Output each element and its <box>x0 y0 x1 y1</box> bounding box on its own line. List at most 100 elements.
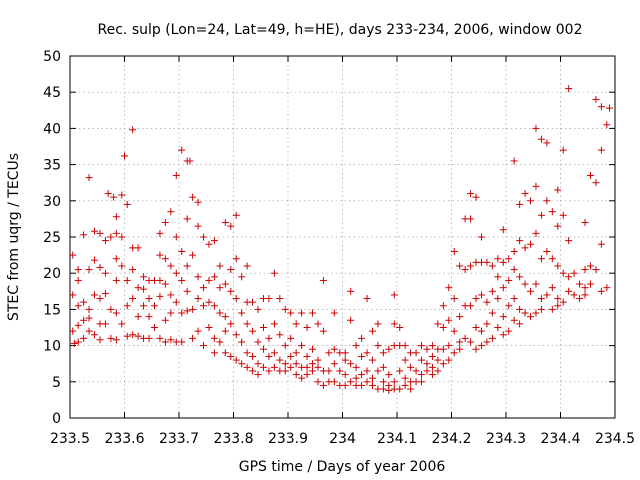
data-point <box>401 356 409 364</box>
data-point <box>554 186 562 194</box>
data-point <box>467 262 475 270</box>
data-point <box>178 338 186 346</box>
data-point <box>232 331 240 339</box>
data-point <box>69 251 77 259</box>
data-point <box>505 327 513 335</box>
data-point <box>516 237 524 245</box>
data-point <box>216 262 224 270</box>
data-point <box>194 295 202 303</box>
data-point <box>216 284 224 292</box>
data-point <box>221 313 229 321</box>
data-point <box>129 295 137 303</box>
data-point <box>254 360 262 368</box>
data-point <box>483 298 491 306</box>
data-point <box>281 342 289 350</box>
data-point <box>85 174 93 182</box>
data-point <box>145 313 153 321</box>
data-point <box>238 338 246 346</box>
data-point <box>505 255 513 263</box>
data-point <box>205 324 213 331</box>
data-point <box>309 345 317 353</box>
data-point <box>418 378 426 386</box>
data-point <box>570 291 578 299</box>
data-point <box>341 356 349 364</box>
data-point <box>91 256 99 264</box>
data-point <box>374 342 382 350</box>
data-point <box>461 266 469 274</box>
data-point <box>96 263 104 271</box>
data-point <box>69 291 77 299</box>
data-point <box>118 191 126 199</box>
data-point <box>499 331 507 339</box>
data-point <box>347 378 355 386</box>
data-point <box>281 360 289 368</box>
data-point <box>565 85 573 93</box>
data-point <box>129 126 137 134</box>
data-point <box>548 284 556 292</box>
data-point <box>516 305 524 313</box>
x-tick-label: 233.6 <box>104 431 144 447</box>
data-point <box>488 334 496 342</box>
data-point <box>450 327 458 335</box>
data-point <box>161 338 169 346</box>
data-point <box>303 352 311 360</box>
data-point <box>249 327 257 335</box>
data-point <box>167 208 175 216</box>
data-point <box>156 229 164 237</box>
data-point <box>494 255 502 263</box>
data-point <box>390 378 398 386</box>
data-point <box>221 349 229 357</box>
data-point <box>423 360 431 368</box>
data-point <box>270 363 278 371</box>
data-point <box>210 273 218 281</box>
data-point <box>559 211 567 219</box>
data-point <box>521 190 529 198</box>
data-point <box>445 356 453 364</box>
data-point <box>276 356 284 364</box>
data-point <box>101 289 109 297</box>
data-point <box>374 367 382 375</box>
data-point <box>521 244 529 252</box>
data-point <box>516 320 524 328</box>
data-point <box>227 287 235 295</box>
data-point <box>597 146 605 154</box>
data-point <box>85 266 93 274</box>
data-point <box>74 266 82 274</box>
data-point <box>118 233 126 241</box>
data-point <box>319 276 327 284</box>
data-point <box>96 295 104 303</box>
data-point <box>194 273 202 281</box>
data-point <box>347 287 355 295</box>
data-point <box>358 334 366 342</box>
data-point <box>70 339 78 347</box>
data-point <box>390 291 398 299</box>
data-point <box>527 197 535 205</box>
data-point <box>210 302 218 310</box>
data-point <box>477 342 485 350</box>
data-point <box>265 295 273 303</box>
data-point <box>123 276 131 284</box>
data-point <box>477 291 485 299</box>
data-point <box>603 284 611 292</box>
data-point <box>216 338 224 346</box>
data-point <box>238 360 246 368</box>
data-point <box>543 139 551 147</box>
data-point <box>80 298 88 306</box>
data-point <box>467 215 475 223</box>
data-point <box>368 327 376 335</box>
data-point <box>80 316 88 324</box>
data-point <box>167 336 175 344</box>
data-point <box>200 342 208 350</box>
data-point <box>428 342 436 350</box>
data-point <box>178 146 186 154</box>
data-point <box>532 280 540 288</box>
data-point <box>314 320 322 328</box>
y-tick-label: 25 <box>43 230 61 246</box>
data-point <box>101 237 109 245</box>
data-point <box>249 367 257 375</box>
data-point <box>319 327 327 335</box>
y-axis-label: STEC from uqrg / TECUs <box>6 153 22 321</box>
data-point <box>96 336 104 344</box>
data-point <box>172 269 180 277</box>
data-point <box>189 305 197 313</box>
